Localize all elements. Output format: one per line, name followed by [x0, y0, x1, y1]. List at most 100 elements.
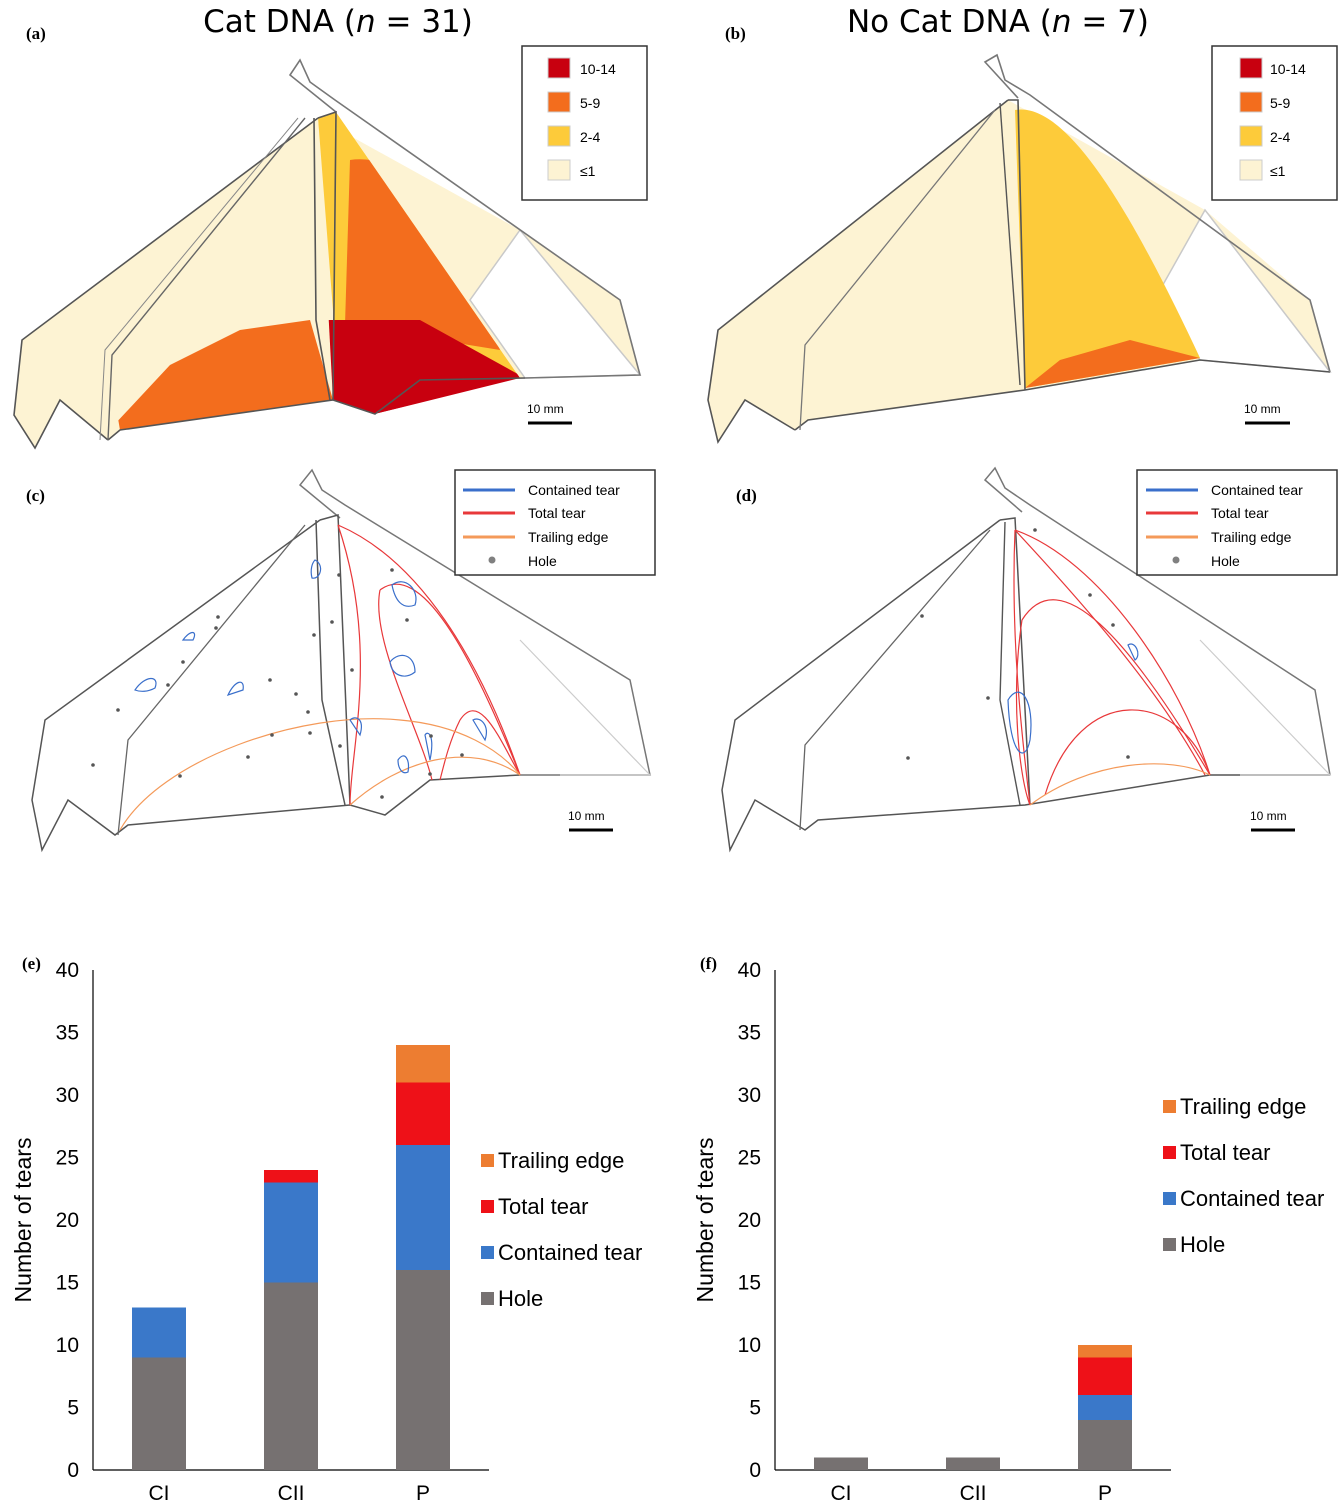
legend-swatch [481, 1200, 494, 1213]
legend-label: Total tear [1180, 1140, 1271, 1165]
svg-text:Total tear: Total tear [528, 505, 586, 521]
legend-label: Hole [498, 1286, 543, 1311]
y-tick-label: 25 [738, 1147, 761, 1170]
legend-symbol-3 [1172, 556, 1180, 564]
svg-text:Contained tear: Contained tear [528, 482, 620, 498]
bar-chart-e: 0 5 10 15 20 25 30 35 40 Number of tears CI CII P Tra… [10, 959, 642, 1501]
svg-text:10 mm: 10 mm [527, 402, 564, 416]
y-tick-label: 30 [56, 1084, 79, 1107]
y-tick-label: 0 [749, 1459, 761, 1482]
bar-segment [264, 1182, 318, 1283]
legend-label: Contained tear [1180, 1186, 1324, 1211]
legend-swatch-2 [1239, 125, 1263, 147]
x-tick-label: CII [278, 1482, 305, 1501]
svg-text:5-9: 5-9 [1270, 95, 1290, 111]
svg-text:Hole: Hole [1211, 553, 1240, 569]
y-tick-label: 20 [56, 1209, 79, 1232]
damage-legend-c: Contained tear Total tear Trailing edge … [454, 469, 656, 576]
bar-chart-f: 0 5 10 15 20 25 30 35 40 Number of tears CI CII P Tra… [692, 959, 1324, 1501]
legend-swatch-0 [547, 57, 571, 79]
bar-segment [396, 1270, 450, 1470]
y-tick-label: 20 [738, 1209, 761, 1232]
density-legend-a: 10-14 5-9 2-4 ≤1 [521, 45, 648, 201]
legend-label: Hole [1180, 1232, 1225, 1257]
svg-text:Contained tear: Contained tear [1211, 482, 1303, 498]
panel-label-d: (d) [736, 486, 757, 505]
bar-segment [946, 1457, 1000, 1470]
y-tick-label: 25 [56, 1147, 79, 1170]
wing-diagrams: 10-14 5-9 2-4 ≤1 10 mm 10-14 5-9 2-4 ≤1 … [13, 45, 1338, 853]
svg-text:10-14: 10-14 [1270, 61, 1306, 77]
legend-label: Trailing edge [1180, 1094, 1306, 1119]
damage-legend-d: Contained tear Total tear Trailing edge … [1136, 469, 1338, 576]
panel-a-title: Cat DNA (n = 31) [203, 4, 473, 40]
legend-label-10-14: 10-14 [580, 61, 616, 77]
legend-label-2-4: 2-4 [580, 129, 600, 145]
bar-segment [264, 1170, 318, 1183]
bar-segment [132, 1307, 186, 1358]
scale-bar-d: 10 mm [1250, 809, 1295, 832]
y-axis-label: Number of tears [10, 1138, 36, 1303]
legend-swatch-1 [547, 91, 571, 113]
bar-segment [132, 1357, 186, 1470]
svg-text:2-4: 2-4 [1270, 129, 1290, 145]
panel-b-title: No Cat DNA (n = 7) [846, 4, 1150, 40]
y-tick-label: 35 [738, 1022, 761, 1045]
y-tick-label: 40 [738, 959, 761, 982]
svg-text:10 mm: 10 mm [1250, 809, 1287, 823]
y-axis-label: Number of tears [692, 1138, 718, 1303]
x-tick-label: CII [960, 1482, 987, 1501]
bar-segment [1078, 1420, 1132, 1470]
scale-bar-b: 10 mm [1244, 402, 1290, 425]
legend-label: Total tear [498, 1194, 589, 1219]
legend-swatch [481, 1246, 494, 1259]
scale-bar-a: 10 mm [527, 402, 572, 425]
legend-swatch [1163, 1100, 1176, 1113]
scale-bar-c: 10 mm [568, 809, 613, 832]
y-tick-label: 0 [67, 1459, 79, 1482]
wing-a [13, 58, 642, 450]
legend-swatch [1163, 1238, 1176, 1251]
legend-swatch-2 [547, 125, 571, 147]
svg-text:Trailing edge: Trailing edge [1211, 529, 1292, 545]
bar-segment [1078, 1345, 1132, 1358]
bar-segment [1078, 1357, 1132, 1395]
x-tick-label: CI [149, 1482, 170, 1501]
svg-text:10 mm: 10 mm [1244, 402, 1281, 416]
panel-label-a: (a) [26, 24, 46, 43]
x-tick-label: P [1098, 1482, 1112, 1501]
svg-text:Trailing edge: Trailing edge [528, 529, 609, 545]
bar-segment [264, 1282, 318, 1470]
panel-label-f: (f) [700, 954, 717, 973]
y-tick-label: 10 [738, 1334, 761, 1357]
legend-swatch-3 [1239, 159, 1263, 181]
legend-swatch-1 [1239, 91, 1263, 113]
x-tick-label: CI [831, 1482, 852, 1501]
bar-segment [814, 1457, 868, 1470]
legend-label-le1: ≤1 [580, 163, 596, 179]
svg-text:Hole: Hole [528, 553, 557, 569]
y-tick-label: 15 [738, 1272, 761, 1295]
bar-segment [396, 1082, 450, 1145]
svg-text:≤1: ≤1 [1270, 163, 1286, 179]
y-tick-label: 35 [56, 1022, 79, 1045]
legend-swatch [1163, 1192, 1176, 1205]
x-tick-label: P [416, 1482, 430, 1501]
legend-swatch-0 [1239, 57, 1263, 79]
svg-text:Total tear: Total tear [1211, 505, 1269, 521]
legend-swatch [481, 1154, 494, 1167]
bar-segment [396, 1045, 450, 1083]
density-legend-b: 10-14 5-9 2-4 ≤1 [1211, 45, 1338, 201]
panel-label-e: (e) [22, 954, 41, 973]
legend-swatch [1163, 1146, 1176, 1159]
panel-label-c: (c) [26, 486, 45, 505]
svg-text:10 mm: 10 mm [568, 809, 605, 823]
legend-swatch-3 [547, 159, 571, 181]
legend-label: Contained tear [498, 1240, 642, 1265]
y-tick-label: 5 [67, 1397, 79, 1420]
legend-swatch [481, 1292, 494, 1305]
y-tick-label: 30 [738, 1084, 761, 1107]
legend-label-5-9: 5-9 [580, 95, 600, 111]
bar-segment [1078, 1395, 1132, 1420]
y-tick-label: 10 [56, 1334, 79, 1357]
